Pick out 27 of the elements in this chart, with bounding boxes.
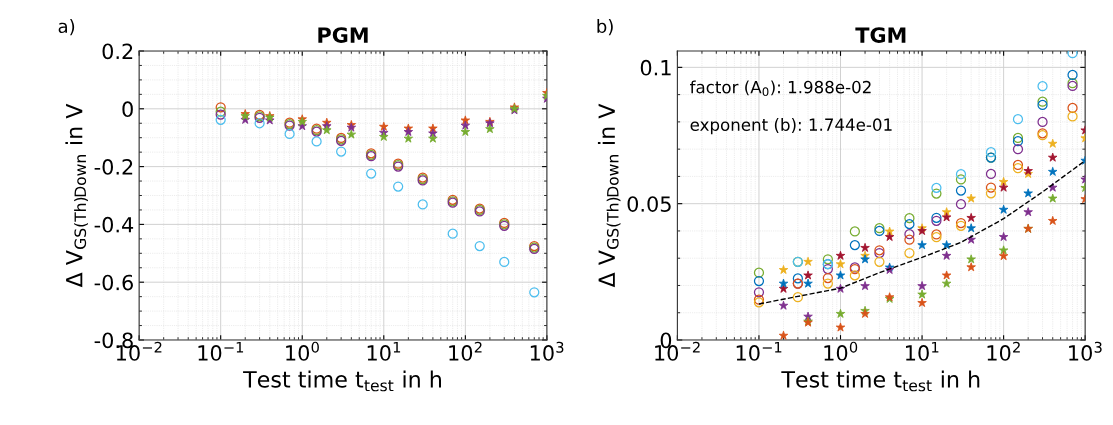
x-tick-label: 10$^{3}$ (530, 341, 564, 361)
y-tick-label: -0.6 (94, 274, 133, 291)
x-tick-label: 10$^{2}$ (449, 341, 482, 361)
y-tick-label: 0 (122, 101, 133, 118)
text: a) (58, 19, 75, 36)
y-tick-label: -0.4 (94, 216, 134, 233)
x-tick-label: 10$^{0}$ (824, 341, 858, 361)
chart-title: TGM (855, 27, 906, 43)
x-tick-label: 10$^{3}$ (1069, 341, 1102, 361)
x-axis-title: Test time t$_{test}$ in h (781, 370, 980, 392)
y-tick-label: -0.2 (94, 159, 133, 175)
x-tick-label: 10$^{2}$ (987, 341, 1020, 361)
y-axis-title: Δ V$_{GS(Th)Down}$ in V (65, 103, 88, 288)
x-axis-title: Test time t$_{test}$ in h (243, 370, 441, 392)
x-tick-label: 10$^{1}$ (906, 341, 939, 361)
chart-title: PGM (318, 27, 368, 43)
annotation: factor (A$_{0}$): 1.988e-02 (690, 80, 871, 97)
y-tick-label: 0.2 (102, 43, 133, 60)
text: b) (597, 19, 613, 36)
annotation: exponent (b): 1.744e-01 (690, 118, 892, 135)
x-tick-label: 10$^{−1}$ (736, 341, 782, 361)
x-tick-label: 10$^{0}$ (286, 341, 319, 361)
y-tick-label: 0.1 (640, 59, 671, 76)
x-tick-label: 10$^{1}$ (367, 341, 401, 361)
y-axis-title: Δ V$_{GS(Th)Down}$ in V (597, 103, 621, 288)
x-tick-label: 10$^{−1}$ (198, 341, 244, 361)
y-tick-label: 0.05 (627, 196, 671, 212)
